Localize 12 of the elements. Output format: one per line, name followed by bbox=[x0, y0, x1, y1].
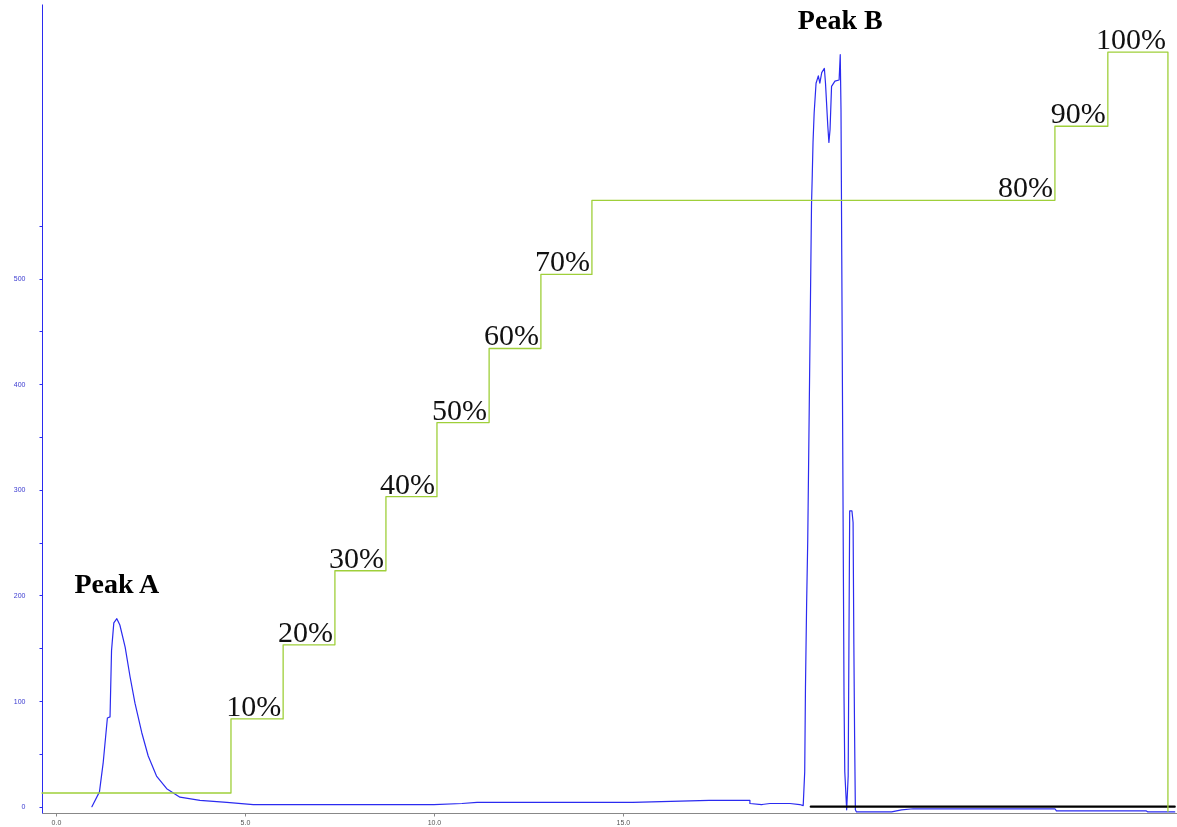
data-label: 100% bbox=[1095, 22, 1166, 56]
data-label: 30% bbox=[328, 540, 384, 574]
data-label: 90% bbox=[1050, 96, 1106, 130]
data-label: 10% bbox=[226, 688, 282, 722]
data-label: 20% bbox=[277, 614, 333, 648]
data-label: 40% bbox=[379, 466, 435, 500]
data-label: 70% bbox=[534, 244, 590, 278]
data-label: 50% bbox=[432, 392, 488, 426]
annotation: Peak B bbox=[797, 3, 883, 35]
data-label: 60% bbox=[483, 318, 539, 352]
data-label: 80% bbox=[997, 170, 1053, 204]
annotation: Peak A bbox=[74, 567, 160, 599]
